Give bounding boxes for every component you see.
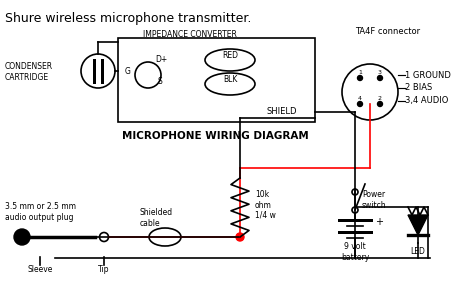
Text: 10k
ohm
1/4 w: 10k ohm 1/4 w <box>255 190 276 220</box>
Text: Tip: Tip <box>98 266 110 274</box>
Text: RED: RED <box>222 50 238 60</box>
Circle shape <box>352 189 358 195</box>
Text: 4: 4 <box>358 95 362 101</box>
Text: Power
switch: Power switch <box>362 190 387 210</box>
Text: 3: 3 <box>378 70 382 74</box>
Text: Shielded
cable: Shielded cable <box>140 208 173 228</box>
Bar <box>118 38 315 122</box>
Text: 3,4 AUDIO: 3,4 AUDIO <box>405 97 448 105</box>
Text: SHIELD: SHIELD <box>267 107 297 117</box>
Text: 1: 1 <box>358 70 362 74</box>
Circle shape <box>377 76 383 80</box>
Text: 9 volt
battery: 9 volt battery <box>341 242 369 262</box>
Text: 3.5 mm or 2.5 mm
audio output plug: 3.5 mm or 2.5 mm audio output plug <box>5 202 76 222</box>
Text: CONDENSER
CARTRIDGE: CONDENSER CARTRIDGE <box>5 62 53 82</box>
Circle shape <box>377 101 383 107</box>
Text: IMPEDANCE CONVERTER: IMPEDANCE CONVERTER <box>143 30 237 39</box>
Text: MICROPHONE WIRING DIAGRAM: MICROPHONE WIRING DIAGRAM <box>122 131 309 141</box>
Circle shape <box>236 233 244 241</box>
Text: TA4F connector: TA4F connector <box>355 27 420 36</box>
Text: BLK: BLK <box>223 74 237 84</box>
Circle shape <box>352 207 358 213</box>
Circle shape <box>14 229 30 245</box>
Text: Sleeve: Sleeve <box>27 266 53 274</box>
Circle shape <box>357 76 363 80</box>
Text: +: + <box>375 217 383 227</box>
Text: S: S <box>158 78 163 87</box>
Text: 1 GROUND: 1 GROUND <box>405 70 451 80</box>
Text: D+: D+ <box>155 56 167 64</box>
Text: 2: 2 <box>378 95 382 101</box>
Circle shape <box>357 101 363 107</box>
Text: 2 BIAS: 2 BIAS <box>405 84 432 93</box>
Text: LED: LED <box>410 247 426 256</box>
Polygon shape <box>408 215 428 235</box>
Circle shape <box>100 233 109 241</box>
Text: Shure wireless microphone transmitter.: Shure wireless microphone transmitter. <box>5 12 251 25</box>
Text: G: G <box>125 68 131 76</box>
